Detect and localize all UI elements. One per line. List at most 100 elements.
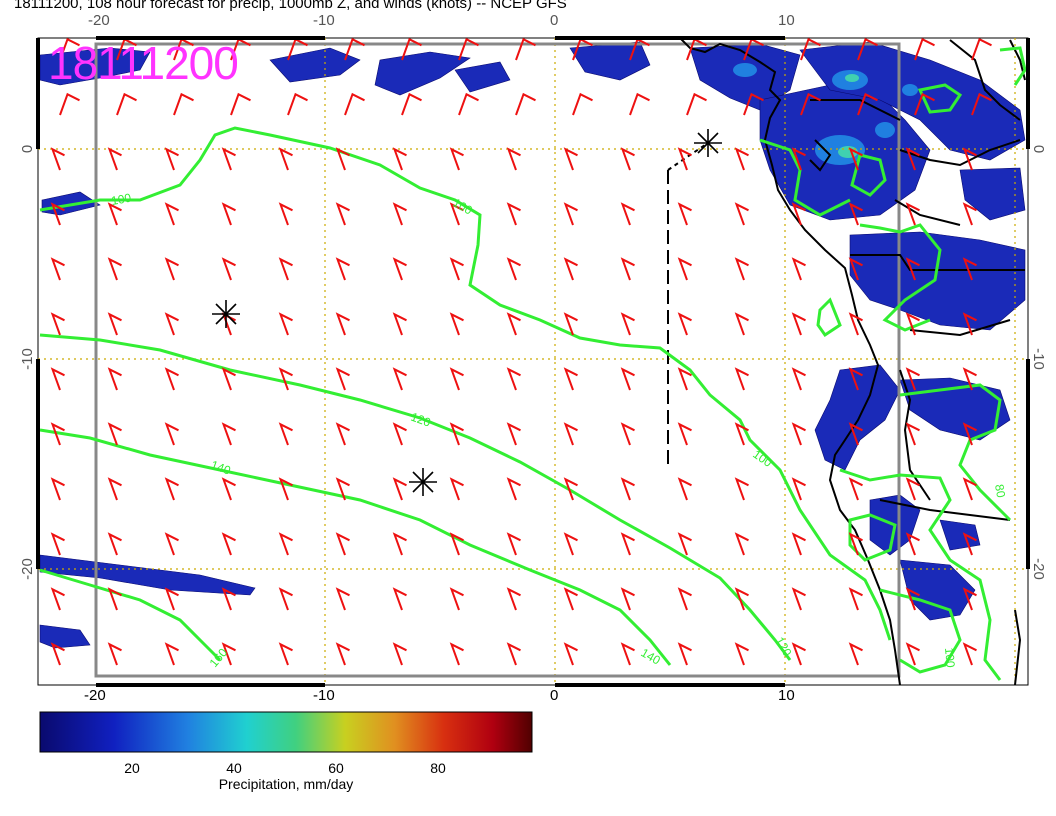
wind-barb (848, 477, 863, 501)
wind-barb (221, 147, 236, 171)
wind-barb (50, 312, 65, 336)
wind-barb (905, 202, 920, 226)
wind-barb (515, 38, 536, 61)
wind-barb (734, 367, 749, 391)
wind-barb (335, 312, 350, 336)
wind-barb (335, 257, 350, 281)
wind-barb (392, 312, 407, 336)
wind-barb (335, 642, 350, 666)
wind-barb (458, 38, 479, 61)
wind-barb (791, 532, 806, 556)
wind-barb (962, 477, 977, 501)
wind-barb (743, 92, 764, 116)
wind-barb (905, 587, 920, 611)
wind-barb (221, 587, 236, 611)
wind-barb (572, 92, 593, 116)
wind-barb (50, 202, 65, 226)
wind-barb (107, 642, 122, 666)
wind-barb (164, 202, 179, 226)
wind-barb (164, 587, 179, 611)
wind-barb (914, 92, 935, 116)
wind-barb (278, 202, 293, 226)
wind-barb (848, 147, 863, 171)
wind-barb (677, 532, 692, 556)
precip-colorbar (39, 711, 533, 753)
wind-barb (287, 92, 308, 116)
wind-barb (677, 257, 692, 281)
wind-barb (344, 92, 365, 116)
wind-barb (734, 257, 749, 281)
wind-barb (905, 532, 920, 556)
wind-barb (506, 147, 521, 171)
wind-barb (791, 477, 806, 501)
wind-barb (50, 642, 65, 666)
wind-barb (677, 422, 692, 446)
wind-barb (221, 202, 236, 226)
wind-barb (50, 257, 65, 281)
lon-tick-bottom: -20 (84, 687, 106, 704)
wind-barb (620, 147, 635, 171)
wind-barb (677, 642, 692, 666)
wind-barb (734, 202, 749, 226)
lon-tick-top: 0 (550, 12, 558, 29)
wind-barb (629, 92, 650, 116)
wind-barb (905, 312, 920, 336)
wind-barb (335, 147, 350, 171)
wind-barb (677, 477, 692, 501)
wind-barb (962, 312, 977, 336)
wind-barb (791, 422, 806, 446)
wind-barb (857, 38, 878, 61)
wind-barb (677, 202, 692, 226)
wind-barb (962, 257, 977, 281)
wind-barb (971, 92, 992, 116)
wind-barb (221, 477, 236, 501)
wind-barb (107, 312, 122, 336)
wind-barb (791, 257, 806, 281)
wind-barb (278, 477, 293, 501)
wind-barb (59, 38, 80, 61)
wind-barb (392, 642, 407, 666)
wind-barb (734, 477, 749, 501)
wind-barb (392, 587, 407, 611)
wind-barb (335, 477, 350, 501)
wind-barb (50, 367, 65, 391)
wind-barb (686, 92, 707, 116)
domain-box (94, 42, 901, 678)
height-contours (39, 46, 1027, 681)
lat-tick-right: -20 (1030, 558, 1047, 580)
wind-barb (506, 477, 521, 501)
wind-barb (848, 367, 863, 391)
wind-barb (971, 38, 992, 61)
wind-barb (221, 532, 236, 556)
wind-barb (962, 532, 977, 556)
wind-barb (107, 587, 122, 611)
wind-barb (335, 202, 350, 226)
wind-barb (50, 147, 65, 171)
wind-barb (392, 147, 407, 171)
wind-barb (401, 92, 422, 116)
wind-barb (449, 642, 464, 666)
wind-barb (620, 477, 635, 501)
wind-barb (50, 422, 65, 446)
wind-barb (905, 367, 920, 391)
wind-barb (449, 477, 464, 501)
wind-barb (164, 257, 179, 281)
wind-barb (392, 532, 407, 556)
wind-barb (563, 477, 578, 501)
wind-barb (392, 257, 407, 281)
wind-barb (791, 202, 806, 226)
wind-barb (506, 257, 521, 281)
wind-barb (857, 92, 878, 116)
contour-label: 120 (409, 410, 433, 430)
wind-barb (107, 532, 122, 556)
wind-barb (59, 92, 80, 116)
wind-barb (506, 642, 521, 666)
lat-tick-right: 0 (1030, 145, 1047, 153)
wind-barb (335, 422, 350, 446)
wind-barb (164, 532, 179, 556)
wind-barb (50, 477, 65, 501)
wind-barb (449, 257, 464, 281)
wind-barb (563, 147, 578, 171)
wind-barb (620, 587, 635, 611)
wind-barb (791, 367, 806, 391)
